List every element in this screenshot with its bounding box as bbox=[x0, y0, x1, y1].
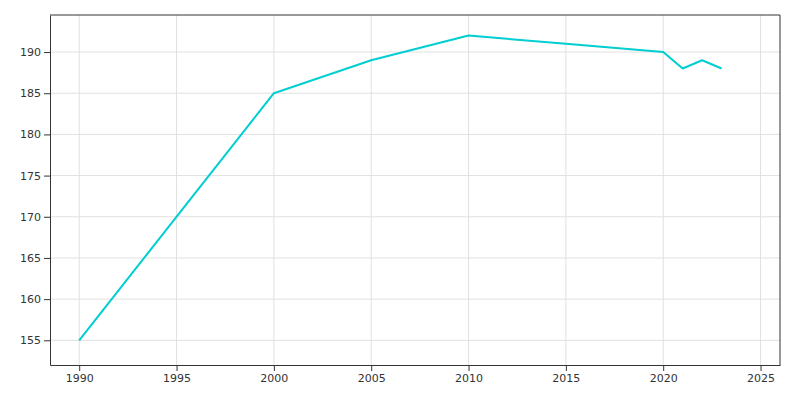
data-line bbox=[79, 36, 721, 341]
y-tick-mark bbox=[44, 258, 50, 259]
x-tick: 2000 bbox=[260, 365, 288, 385]
x-tick-mark bbox=[274, 365, 275, 371]
y-tick-label: 175 bbox=[20, 170, 41, 183]
y-tick-label: 180 bbox=[20, 128, 41, 141]
y-tick: 185 bbox=[20, 87, 50, 100]
x-tick: 2005 bbox=[358, 365, 386, 385]
x-grid-line bbox=[176, 15, 177, 365]
y-grid-line bbox=[50, 257, 780, 258]
x-tick-mark bbox=[566, 365, 567, 371]
y-grid-line bbox=[50, 52, 780, 53]
x-tick-mark bbox=[79, 365, 80, 371]
x-tick-label: 2000 bbox=[260, 372, 288, 385]
x-grid-line bbox=[79, 15, 80, 365]
x-tick-label: 2025 bbox=[747, 372, 775, 385]
y-grid-line bbox=[50, 175, 780, 176]
x-tick-label: 2010 bbox=[455, 372, 483, 385]
plot-frame-top bbox=[50, 15, 780, 16]
x-tick-label: 2015 bbox=[552, 372, 580, 385]
y-tick-mark bbox=[44, 134, 50, 135]
y-tick: 190 bbox=[20, 46, 50, 59]
y-grid-line bbox=[50, 299, 780, 300]
y-tick-mark bbox=[44, 93, 50, 94]
y-axis: 155 160 165 170 175 180 185 190 bbox=[20, 16, 51, 366]
x-tick-mark bbox=[177, 365, 178, 371]
chart-container: 1990 1995 2000 2005 2010 2015 2020 2025 155 160 16… bbox=[0, 0, 800, 400]
y-tick: 175 bbox=[20, 170, 50, 183]
y-tick-mark bbox=[44, 176, 50, 177]
y-tick-label: 170 bbox=[20, 211, 41, 224]
x-tick: 2020 bbox=[650, 365, 678, 385]
y-tick-label: 190 bbox=[20, 46, 41, 59]
y-tick-mark bbox=[44, 299, 50, 300]
x-tick-label: 1995 bbox=[163, 372, 191, 385]
y-grid-line bbox=[50, 216, 780, 217]
y-grid-line bbox=[50, 134, 780, 135]
x-tick: 1990 bbox=[66, 365, 94, 385]
x-tick: 2010 bbox=[455, 365, 483, 385]
x-tick-label: 2005 bbox=[358, 372, 386, 385]
x-grid-line bbox=[468, 15, 469, 365]
x-grid-line bbox=[371, 15, 372, 365]
y-grid-line bbox=[50, 93, 780, 94]
grid bbox=[50, 15, 780, 365]
x-tick-mark bbox=[469, 365, 470, 371]
y-tick: 165 bbox=[20, 252, 50, 265]
y-tick-label: 160 bbox=[20, 293, 41, 306]
x-tick-label: 2020 bbox=[650, 372, 678, 385]
x-grid-line bbox=[273, 15, 274, 365]
y-axis-line bbox=[50, 16, 51, 366]
plot-area: 1990 1995 2000 2005 2010 2015 2020 2025 155 160 16… bbox=[20, 15, 781, 385]
x-tick-mark bbox=[663, 365, 664, 371]
y-tick: 155 bbox=[20, 334, 50, 347]
y-tick-label: 165 bbox=[20, 252, 41, 265]
x-grid-line bbox=[565, 15, 566, 365]
y-tick: 170 bbox=[20, 211, 50, 224]
x-tick: 1995 bbox=[163, 365, 191, 385]
y-grid-line bbox=[50, 340, 780, 341]
y-tick-mark bbox=[44, 52, 50, 53]
y-tick-label: 155 bbox=[20, 334, 41, 347]
y-tick: 160 bbox=[20, 293, 50, 306]
y-tick-mark bbox=[44, 340, 50, 341]
x-grid-line bbox=[663, 15, 664, 365]
x-tick: 2015 bbox=[552, 365, 580, 385]
plot-frame-right bbox=[780, 15, 781, 365]
chart-svg: 1990 1995 2000 2005 2010 2015 2020 2025 155 160 16… bbox=[0, 0, 800, 400]
x-tick: 2025 bbox=[747, 365, 775, 385]
marks bbox=[79, 36, 721, 341]
x-tick-mark bbox=[371, 365, 372, 371]
y-tick-label: 185 bbox=[20, 87, 41, 100]
x-tick-mark bbox=[761, 365, 762, 371]
x-tick-label: 1990 bbox=[66, 372, 94, 385]
x-grid-line bbox=[760, 15, 761, 365]
y-tick: 180 bbox=[20, 128, 50, 141]
y-tick-mark bbox=[44, 217, 50, 218]
x-axis: 1990 1995 2000 2005 2010 2015 2020 2025 bbox=[51, 365, 781, 385]
x-axis-line bbox=[51, 365, 781, 366]
